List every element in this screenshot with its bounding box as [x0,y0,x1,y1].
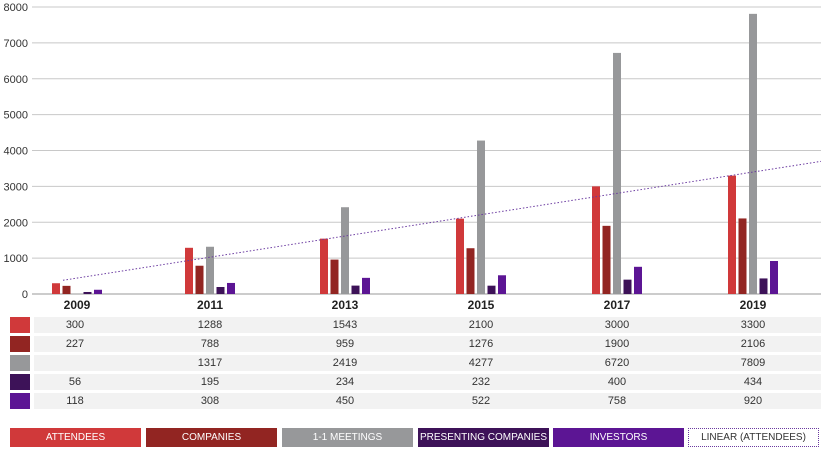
bar-attendees [728,175,736,294]
table-cell: 300 [65,319,85,331]
table-cell: 4277 [468,357,494,369]
x-tick-label: 2009 [64,298,91,310]
y-tick-label: 3000 [4,181,28,193]
series-swatch [10,355,30,371]
table-cell: 195 [200,376,220,388]
table-cell: 2419 [332,357,358,369]
table-cell: 56 [68,376,82,388]
y-tick-label: 4000 [4,146,28,158]
bar-investors [362,277,370,294]
bar-companies [602,225,611,294]
y-tick-label: 0 [22,289,28,301]
y-tick-label: 5000 [4,110,28,122]
bar-1-1-meetings [206,246,214,294]
table-cell: 2106 [740,338,766,350]
chart: 0 1000 2000 3000 4000 5000 6000 7000 8000 2009 201… [4,2,821,310]
x-tick-label: 2017 [604,298,631,310]
bar-investors [227,282,235,294]
bar-attendees [52,283,60,294]
y-tick-label: 1000 [4,253,28,265]
series-swatch [10,393,30,409]
table-row [34,336,821,352]
bar-investors [770,260,778,294]
bar-attendees [592,186,600,294]
table-cell: 2100 [468,319,494,331]
bar-attendees [456,218,464,294]
bar-presenting-companies [216,287,225,294]
bar-1-1-meetings [749,13,757,295]
table-row [34,393,821,409]
table-cell: 522 [471,395,491,407]
bar-attendees [320,238,328,294]
bar-companies [62,285,71,294]
x-tick-label: 2015 [468,298,495,310]
legend-item: LINEAR (ATTENDEES) [688,428,819,447]
bar-presenting-companies [351,285,360,294]
table-cell: 227 [65,338,85,350]
table-cell: 234 [335,376,355,388]
bar-presenting-companies [83,291,92,294]
legend-item: INVESTORS [553,428,684,447]
table-cell: 3300 [740,319,766,331]
table-cell: 308 [200,395,220,407]
series-swatch [10,317,30,333]
table-cell: 1276 [468,338,494,350]
trendline [62,160,821,281]
table-cell: 788 [200,338,220,350]
y-tick-label: 2000 [4,217,28,229]
table-cell: 118 [66,395,84,407]
table-cell: 1900 [604,338,630,350]
bar-investors [94,289,102,294]
table-cell: 400 [607,376,627,388]
table-cell: 959 [335,338,355,350]
bar-companies [330,259,339,294]
bar-investors [634,266,642,294]
bar-presenting-companies [623,279,632,294]
series-swatch [10,374,30,390]
x-tick-label: 2019 [740,298,767,310]
bar-1-1-meetings [477,140,485,294]
legend-item: PRESENTING COMPANIES [418,428,549,447]
table-cell: 7809 [740,357,766,369]
bar-investors [498,275,506,294]
table-cell: 758 [607,395,627,407]
table-cell: 1288 [197,319,223,331]
legend-item: COMPANIES [146,428,277,447]
table-cell: 1543 [332,319,358,331]
legend-item: 1-1 MEETINGS [282,428,413,447]
table-cell: 3000 [604,319,630,331]
bar-1-1-meetings [613,52,621,294]
bar-companies [195,265,204,294]
table-cell: 6720 [604,357,630,369]
bar-companies [738,218,747,294]
table-cell: 434 [743,376,763,388]
bar-companies [466,248,475,294]
table-cell: 1317 [197,357,223,369]
table-cell: 450 [335,395,355,407]
y-tick-label: 6000 [4,74,28,86]
bar-1-1-meetings [341,207,349,294]
legend-item: ATTENDEES [10,428,141,447]
series-swatch [10,336,30,352]
bar-attendees [185,247,193,294]
bar-presenting-companies [487,285,496,294]
x-tick-label: 2013 [332,298,359,310]
x-tick-label: 2011 [197,298,223,310]
y-tick-label: 7000 [4,38,28,50]
table-row [34,317,821,333]
table-row [34,355,821,371]
bar-presenting-companies [759,278,768,294]
table-cell: 232 [471,376,491,388]
y-tick-label: 8000 [4,2,28,14]
table-cell: 920 [743,395,763,407]
table-row [34,374,821,390]
